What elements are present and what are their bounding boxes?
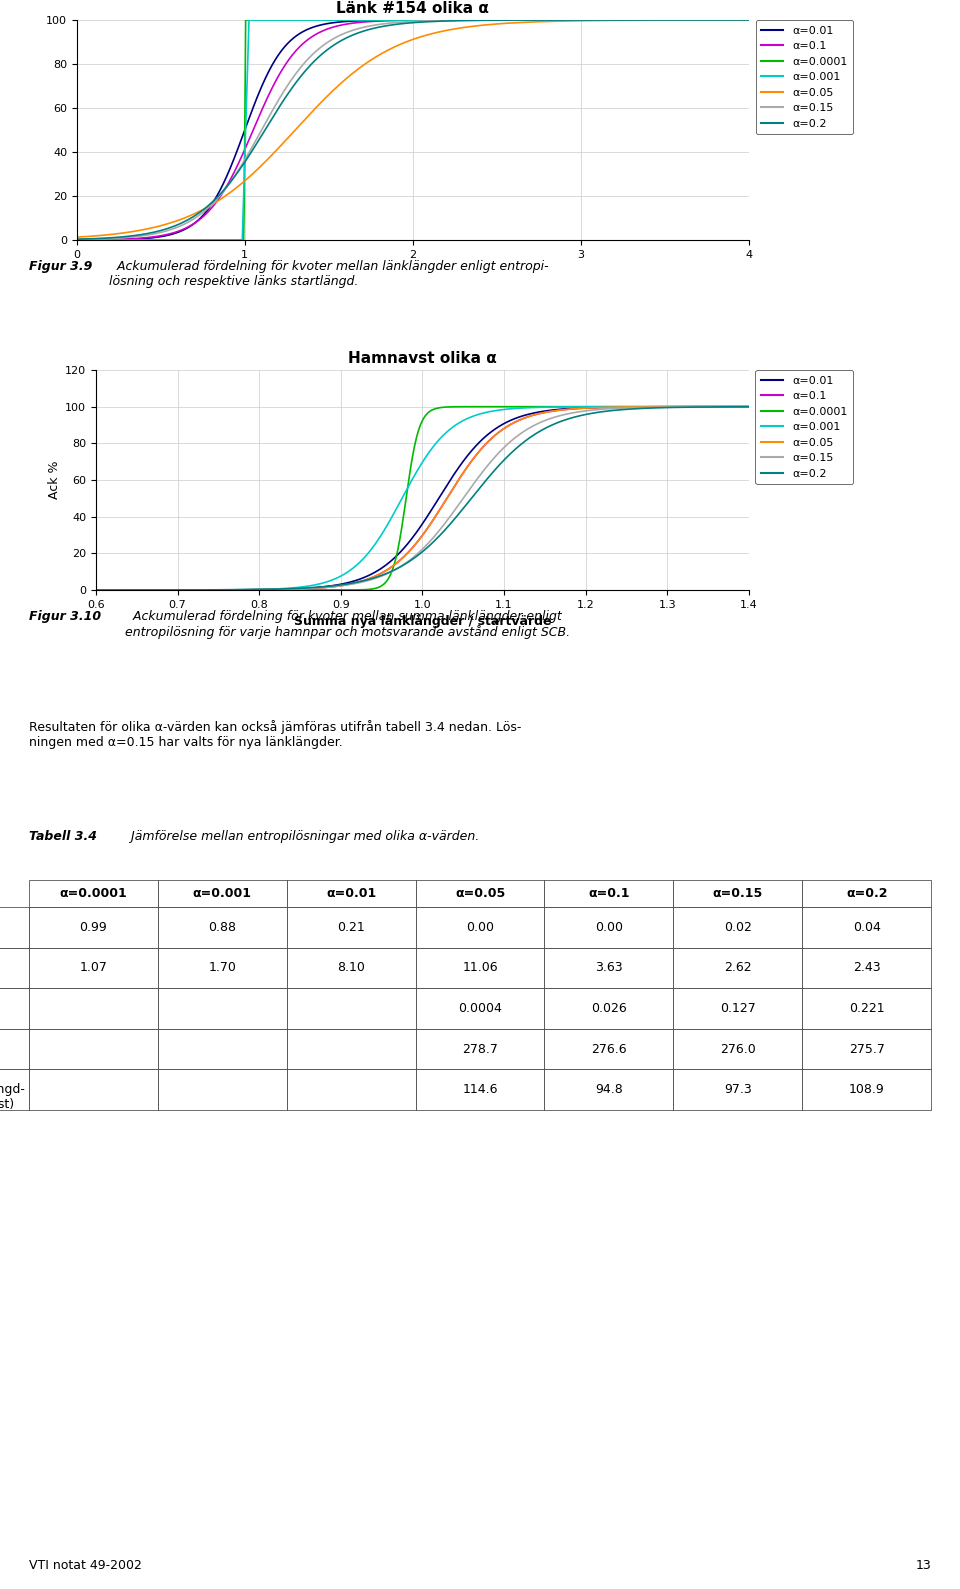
Text: Jämförelse mellan entropilösningar med olika α-värden.: Jämförelse mellan entropilösningar med o… bbox=[123, 829, 479, 844]
Legend: α=0.01, α=0.1, α=0.0001, α=0.001, α=0.05, α=0.15, α=0.2: α=0.01, α=0.1, α=0.0001, α=0.001, α=0.05… bbox=[756, 370, 852, 485]
Text: Figur 3.9: Figur 3.9 bbox=[29, 261, 92, 273]
X-axis label: Summa nya länklängder / startvärde: Summa nya länklängder / startvärde bbox=[294, 615, 551, 628]
Legend: α=0.01, α=0.1, α=0.0001, α=0.001, α=0.05, α=0.15, α=0.2: α=0.01, α=0.1, α=0.0001, α=0.001, α=0.05… bbox=[756, 21, 853, 135]
Text: VTI notat 49-2002: VTI notat 49-2002 bbox=[29, 1559, 142, 1572]
Text: Resultaten för olika α-värden kan också jämföras utifrån tabell 3.4 nedan. Lös-
: Resultaten för olika α-värden kan också … bbox=[29, 720, 521, 748]
Title: Länk #154 olika α: Länk #154 olika α bbox=[336, 2, 490, 16]
Title: Hamnavst olika α: Hamnavst olika α bbox=[348, 351, 496, 365]
Y-axis label: Ack %: Ack % bbox=[48, 461, 61, 499]
Text: Ackumulerad fördelning för kvoter mellan länklängder enligt entropi-
lösning och: Ackumulerad fördelning för kvoter mellan… bbox=[109, 261, 549, 288]
Text: 13: 13 bbox=[916, 1559, 931, 1572]
Text: Ackumulerad fördelning för kvoter mellan summa länklängder enligt
entropilösning: Ackumulerad fördelning för kvoter mellan… bbox=[125, 610, 570, 639]
Text: Figur 3.10: Figur 3.10 bbox=[29, 610, 101, 623]
Text: Tabell 3.4: Tabell 3.4 bbox=[29, 829, 97, 844]
